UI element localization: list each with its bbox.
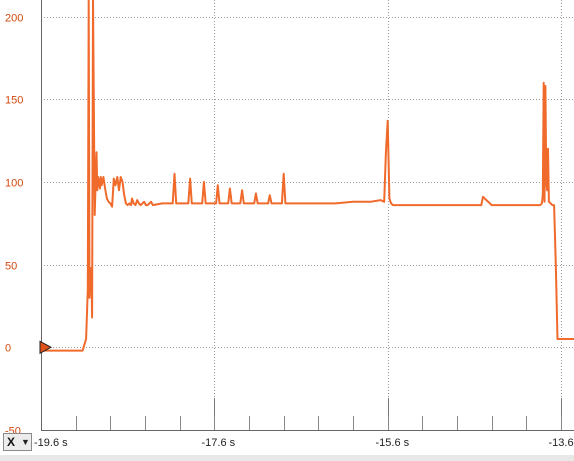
x-tick-labels: -19.6 s -17.6 s -15.6 s -13.6 s — [34, 437, 574, 449]
y-tick-label: 50 — [5, 261, 17, 273]
x-tick-label: -13.6 s — [549, 437, 574, 449]
horizontal-scrollbar-track[interactable] — [0, 455, 574, 461]
x-tick-label: -17.6 s — [202, 437, 236, 449]
signal-trace-line — [41, 0, 574, 351]
axis-lines — [41, 0, 574, 431]
y-tick-label: 200 — [5, 13, 23, 25]
y-tick-label: 0 — [5, 343, 11, 355]
axis-selector[interactable]: X ▼ — [3, 433, 32, 451]
axis-selector-label: X — [4, 435, 21, 449]
y-tick-label: 150 — [5, 95, 23, 107]
x-tick-label: -15.6 s — [376, 437, 410, 449]
x-tick-label: -19.6 s — [34, 437, 68, 449]
dropdown-caret-icon[interactable]: ▼ — [21, 437, 30, 447]
series-layer — [41, 0, 574, 351]
y-tick-label: 100 — [5, 178, 23, 190]
grid-lines — [41, 0, 574, 430]
